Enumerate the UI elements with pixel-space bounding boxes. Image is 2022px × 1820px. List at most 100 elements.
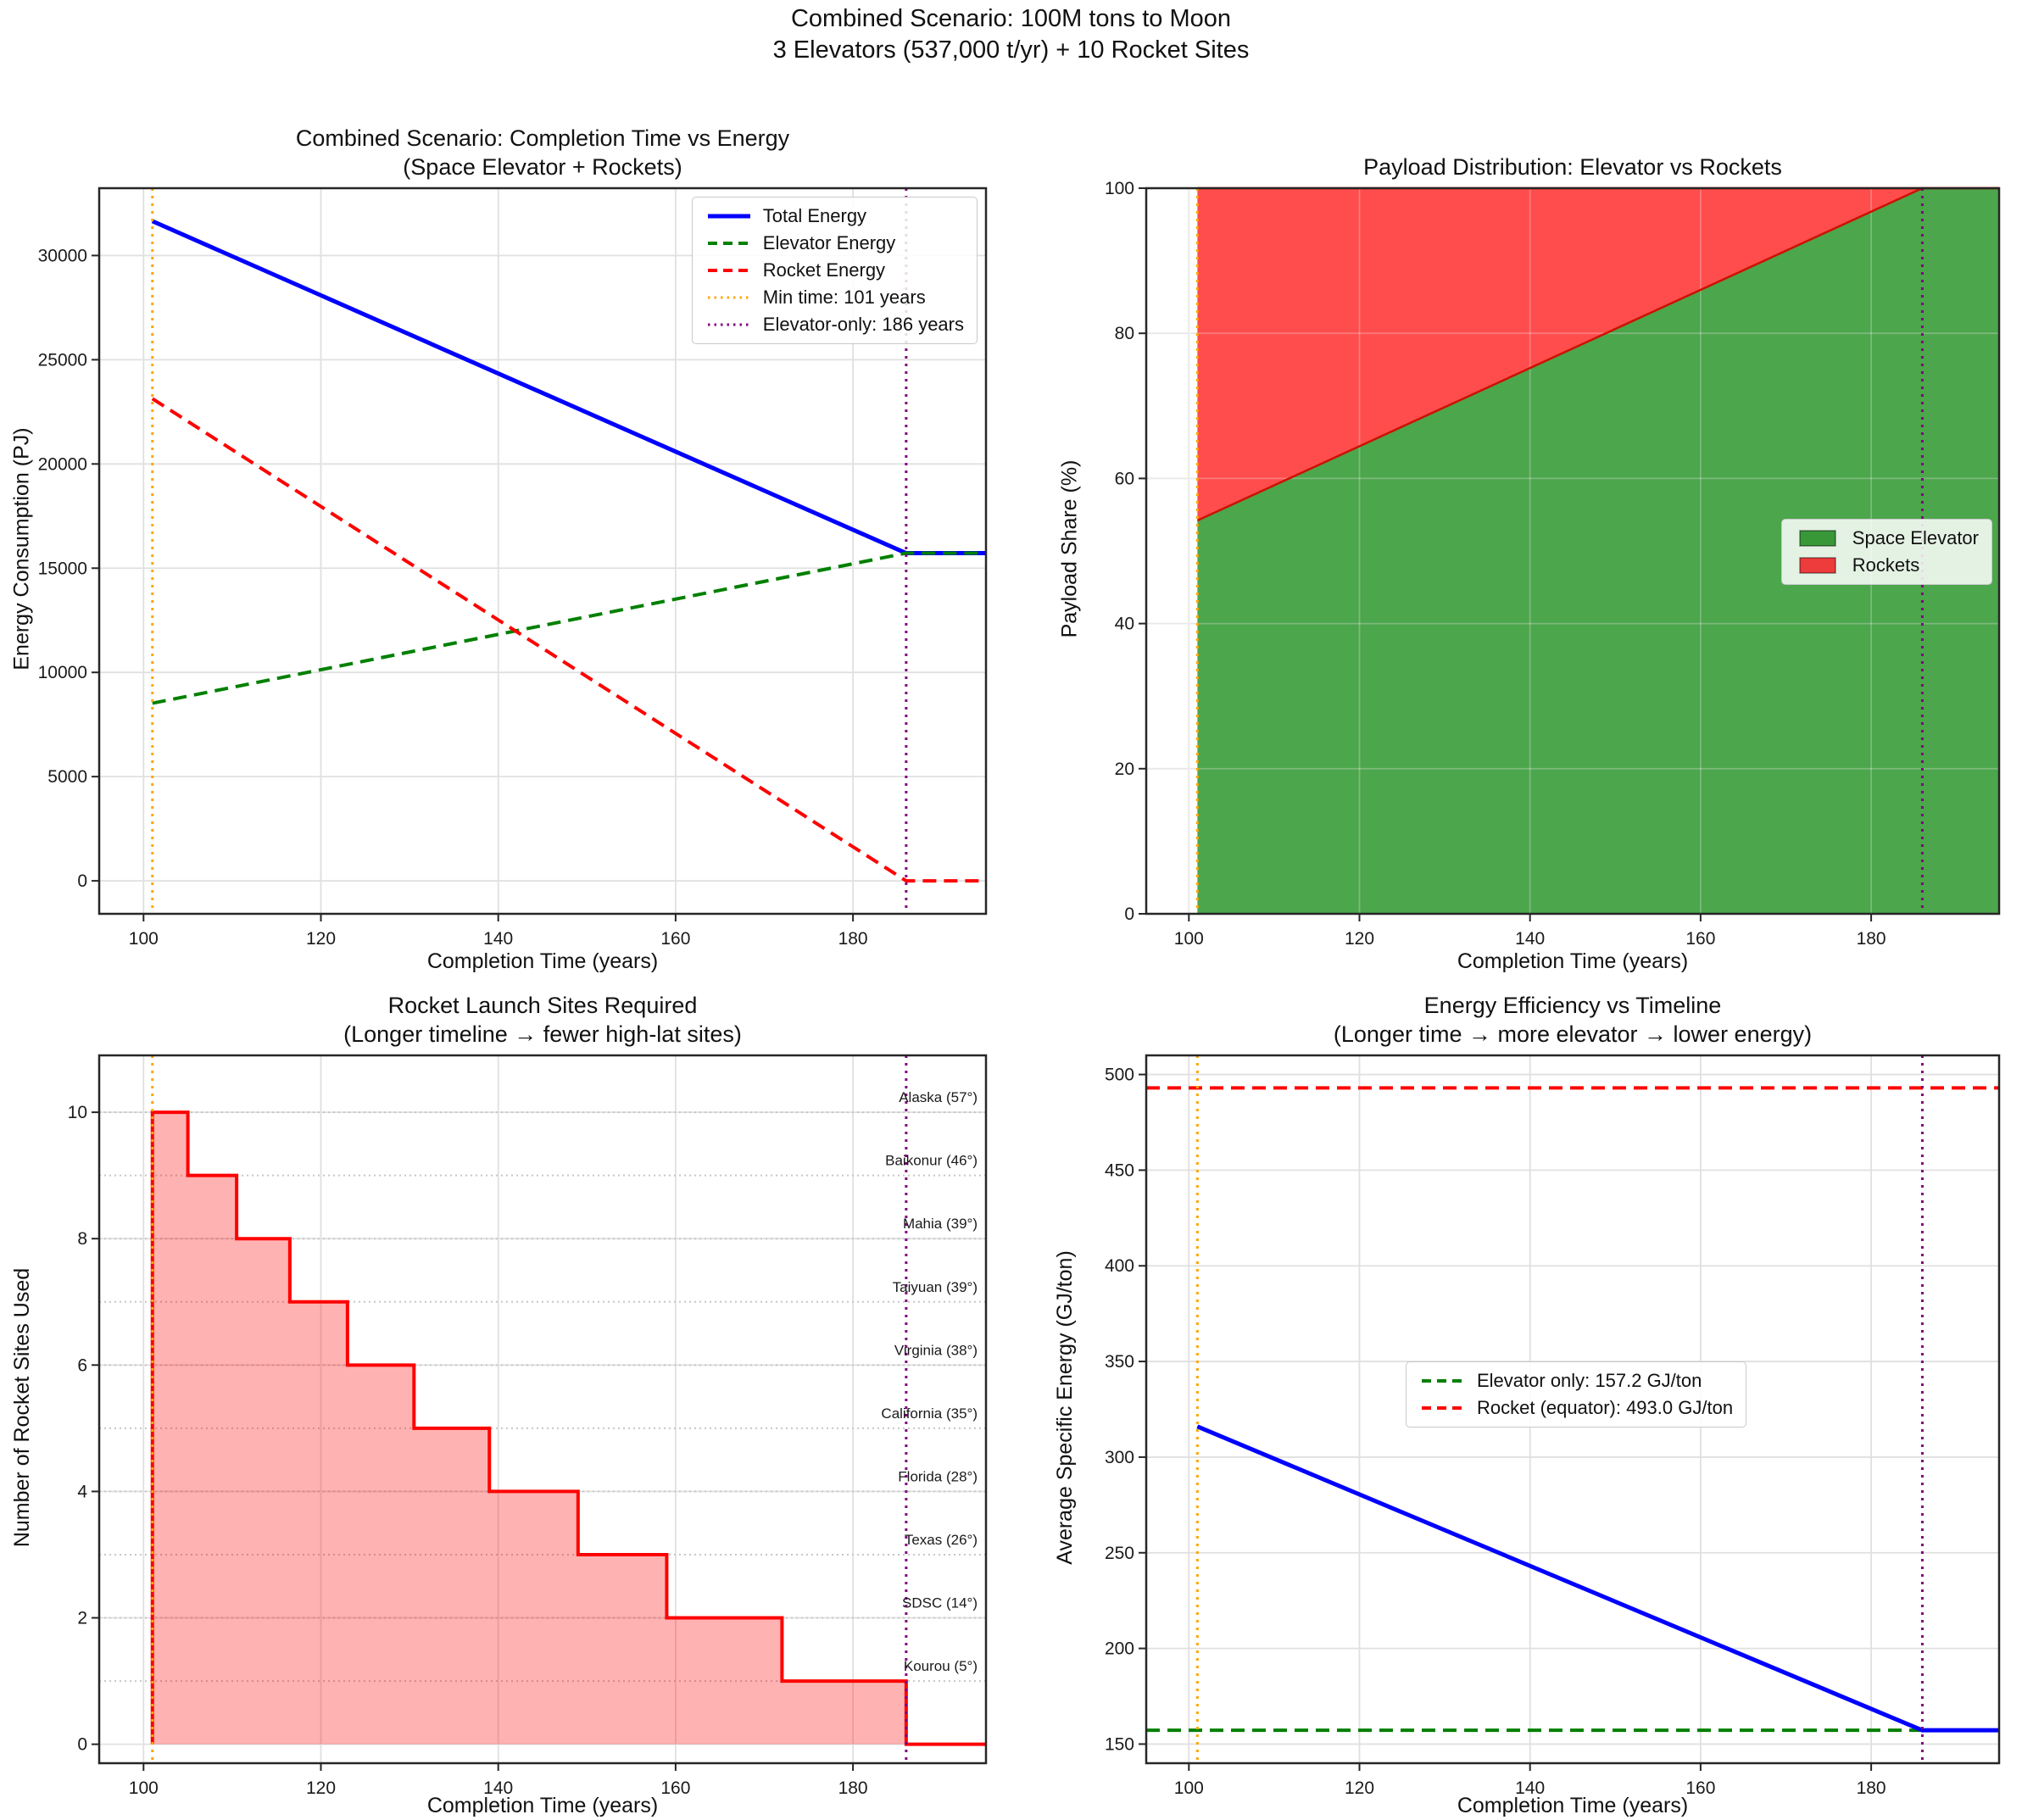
x-tick-label: 140 [483, 929, 513, 949]
site-label: Kourou (5°) [904, 1658, 978, 1674]
chart-title: Payload Distribution: Elevator vs Rocket… [1146, 153, 1999, 181]
legend-line-swatch [707, 323, 750, 326]
figure-title: Combined Scenario: 100M tons to Moon 3 E… [0, 3, 2022, 66]
legend-label: Elevator-only: 186 years [762, 314, 964, 335]
y-axis-label: Average Specific Energy (GJ/ton) [1053, 1250, 1077, 1565]
y-tick-label: 8 [77, 1229, 87, 1249]
figure-title-line1: Combined Scenario: 100M tons to Moon [790, 5, 1232, 32]
site-label: California (35°) [881, 1405, 978, 1422]
x-tick-label: 140 [483, 1778, 513, 1798]
axes-frame [97, 186, 988, 916]
legend-label: Total Energy [762, 205, 867, 226]
legend-entry: Elevator Energy [705, 232, 964, 254]
axes-frame [1145, 1054, 2001, 1765]
x-tick-label: 160 [660, 929, 690, 949]
legend-entry: Rocket Energy [705, 259, 964, 281]
x-tick-label: 100 [129, 1778, 159, 1798]
y-tick-label: 150 [1105, 1734, 1134, 1754]
x-tick-label: 180 [1857, 929, 1886, 949]
y-tick-label: 0 [77, 871, 87, 891]
chart-payload-distribution: 100 120 140 160 180 0 20 40 60 80 100 Payload Dist… [1011, 71, 2022, 985]
y-tick-label: 450 [1105, 1160, 1134, 1180]
x-tick-label: 180 [1857, 1778, 1886, 1798]
x-tick-label: 120 [306, 929, 336, 949]
y-tick-label: 5000 [47, 767, 87, 787]
x-axis-label: Completion Time (years) [426, 1794, 659, 1817]
chart-title-line2: (Longer time → more elevator → lower ene… [1333, 1021, 1813, 1047]
legend-entry: Rockets [1795, 554, 1979, 576]
x-tick-label: 160 [660, 1778, 690, 1798]
y-tick-label: 350 [1105, 1352, 1134, 1372]
site-label: SDSC (14°) [902, 1595, 978, 1611]
legend-entry: Total Energy [705, 205, 964, 227]
legend-entry: Min time: 101 years [705, 287, 964, 309]
y-tick-label: 500 [1105, 1066, 1134, 1085]
chart-title: Rocket Launch Sites Required (Longer tim… [99, 991, 986, 1049]
y-tick-label: 2 [77, 1609, 87, 1628]
site-label: Texas (26°) [905, 1532, 978, 1548]
payload-distribution-plot: 100 120 140 160 180 0 20 40 60 80 100 [1105, 179, 2001, 949]
x-tick-label: 160 [1685, 1778, 1715, 1798]
y-tick-label: 200 [1105, 1639, 1134, 1659]
site-label: Mahia (39°) [903, 1216, 978, 1232]
chart-energy-efficiency: 100 120 140 160 180 150 200 250 300 350 400 450 500 … [1011, 985, 2022, 1820]
x-tick-label: 180 [838, 929, 868, 949]
x-axis-label: Completion Time (years) [426, 949, 659, 973]
sites-fill [152, 1112, 986, 1745]
completion-energy-plot: 100 120 140 160 180 0 5000 10000 15000 20000 25000… [38, 186, 988, 949]
sites-step-line [150, 1110, 986, 1746]
legend-line-swatch [707, 269, 750, 272]
chart-title-line1: Combined Scenario: Completion Time vs En… [295, 125, 790, 151]
legend-entry: Rocket (equator): 493.0 GJ/ton [1419, 1397, 1733, 1419]
y-tick-label: 80 [1115, 324, 1134, 343]
chart-title-line1: Energy Efficiency vs Timeline [1423, 993, 1722, 1018]
energy-efficiency-plot: 100 120 140 160 180 150 200 250 300 350 400 450 500 [1105, 1054, 2001, 1798]
y-tick-label: 300 [1105, 1448, 1134, 1467]
chart-title: Energy Efficiency vs Timeline (Longer ti… [1146, 991, 1999, 1049]
chart-rocket-sites: 100 120 140 160 180 0 2 4 6 8 10 Alaska (57°) Baikon… [0, 985, 1011, 1820]
x-tick-label: 120 [1345, 1778, 1374, 1798]
legend-entry: Elevator-only: 186 years [705, 314, 964, 336]
site-label: Florida (28°) [898, 1468, 978, 1484]
y-axis-label: Number of Rocket Sites Used [10, 1267, 34, 1548]
x-tick-label: 140 [1515, 1778, 1545, 1798]
y-tick-label: 0 [77, 1735, 87, 1755]
y-tick-label: 0 [1124, 904, 1134, 924]
legend-patch-swatch [1799, 530, 1836, 547]
legend-label: Rocket (equator): 493.0 GJ/ton [1477, 1397, 1734, 1418]
chart-title-line2: (Longer timeline → fewer high-lat sites) [343, 1021, 742, 1047]
legend-line-swatch [707, 214, 750, 219]
legend-line-swatch [1422, 1406, 1464, 1410]
y-tick-label: 100 [1105, 179, 1134, 198]
series-line [152, 551, 986, 705]
x-tick-label: 100 [1174, 929, 1204, 949]
legend-entry: Elevator only: 157.2 GJ/ton [1419, 1370, 1733, 1392]
x-tick-label: 140 [1515, 929, 1545, 949]
y-tick-label: 30000 [38, 246, 87, 265]
legend-entry: Space Elevator [1795, 527, 1979, 549]
y-tick-label: 40 [1115, 615, 1134, 634]
chart-completion-energy: 100 120 140 160 180 0 5000 10000 15000 20000 25000… [0, 71, 1011, 985]
legend-label: Elevator only: 157.2 GJ/ton [1477, 1370, 1702, 1391]
legend: Elevator only: 157.2 GJ/ton Rocket (equat… [1406, 1361, 1747, 1428]
legend: Total Energy Elevator Energy Rocket Energy… [691, 197, 978, 344]
y-tick-label: 250 [1105, 1544, 1134, 1563]
legend-line-swatch [707, 242, 750, 245]
x-tick-label: 100 [1174, 1778, 1204, 1798]
x-axis-label: Completion Time (years) [1457, 1794, 1689, 1817]
legend-label: Elevator Energy [762, 232, 896, 253]
legend-patch-swatch [1799, 557, 1836, 574]
y-tick-label: 10000 [38, 663, 87, 682]
x-tick-label: 100 [129, 929, 159, 949]
x-axis-label: Completion Time (years) [1457, 949, 1689, 973]
series-line [151, 397, 986, 883]
space-elevator-area [1197, 188, 1999, 914]
figure-title-line2: 3 Elevators (537,000 t/yr) + 10 Rocket S… [772, 36, 1250, 64]
y-tick-label: 15000 [38, 559, 87, 578]
chart-title: Combined Scenario: Completion Time vs En… [99, 124, 986, 181]
site-label: Taiyuan (39°) [893, 1279, 978, 1295]
y-tick-label: 6 [77, 1355, 87, 1375]
legend-label: Rockets [1852, 554, 1920, 576]
series-line [1196, 1424, 1999, 1733]
y-tick-label: 20000 [38, 454, 87, 474]
